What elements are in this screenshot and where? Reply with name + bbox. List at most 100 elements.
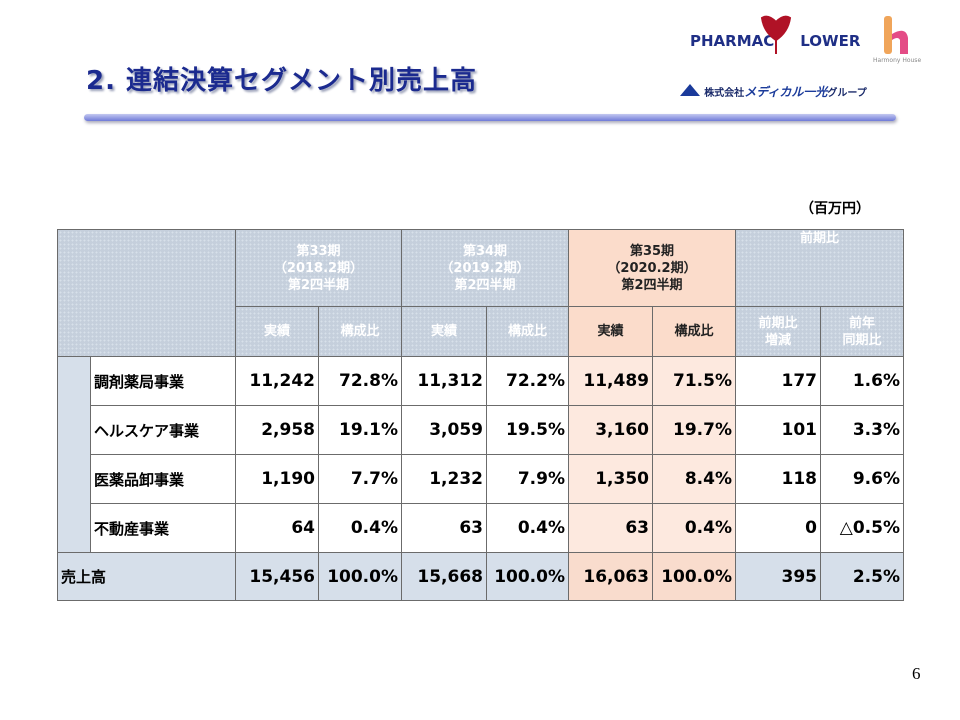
cell: 100.0% — [318, 552, 402, 601]
cell: 177 — [735, 356, 821, 406]
title: 2. 連結決算セグメント別売上高 — [86, 66, 478, 96]
subheader-row: 実績 構成比 実績 構成比 実績 構成比 前期比 増減 前年 同期比 — [58, 306, 904, 357]
cell: 0 — [735, 503, 821, 553]
cell: 2.5% — [820, 552, 904, 601]
cell: 64 — [235, 503, 319, 553]
total-row: 売上高 15,456 100.0% 15,668 100.0% 16,063 100.0% 3… — [57, 552, 904, 601]
header-line: 第2四半期 — [287, 277, 350, 293]
period-header: 第34期 （2019.2期） 第2四半期 — [401, 229, 569, 307]
header-line: 前年 — [848, 315, 875, 331]
data-row: 調剤薬局事業 11,242 72.8% 11,312 72.2% 11,489 71.5% 1… — [57, 356, 904, 553]
unit-label: （百万円） — [800, 201, 870, 217]
subheader: 実績 — [568, 306, 653, 357]
header-line: 構成比 — [674, 324, 714, 339]
subheader: 実績 — [401, 306, 487, 357]
header-line: 構成比 — [340, 324, 380, 339]
row-label: 調剤薬局事業 — [90, 356, 236, 406]
cell: 19.5% — [486, 405, 569, 455]
cell: 7.7% — [318, 454, 402, 504]
subheader: 前期比 増減 — [735, 306, 821, 357]
subheader: 構成比 — [486, 306, 569, 357]
cell: 72.8% — [318, 356, 402, 406]
cell: 19.1% — [318, 405, 402, 455]
cell: 7.9% — [486, 454, 569, 504]
cell: 1.6% — [820, 356, 904, 406]
cell: 11,242 — [235, 356, 319, 406]
header-line: （2020.2期） — [607, 260, 697, 276]
row-label: ヘルスケア事業 — [90, 405, 236, 455]
row-label: 医薬品卸事業 — [90, 454, 236, 504]
header-line: 第2四半期 — [454, 277, 516, 293]
cell: 3,059 — [401, 405, 487, 455]
cell: 11,489 — [568, 356, 653, 406]
cell: 395 — [735, 552, 821, 601]
header-line: 第35期 — [629, 243, 675, 259]
cell: 1,350 — [568, 454, 653, 504]
cell: 100.0% — [486, 552, 569, 601]
cell: 100.0% — [652, 552, 736, 601]
cell: 1,190 — [235, 454, 319, 504]
cell: 0.4% — [652, 503, 736, 553]
cell: 11,312 — [401, 356, 487, 406]
flower-icon — [760, 15, 792, 54]
page-number: 6 — [912, 664, 921, 683]
header-line: 同期比 — [842, 332, 882, 348]
cell: 2,958 — [235, 405, 319, 455]
header-row: 第33期 （2018.2期） 第2四半期 第34期 （2019.2期） 第2四半期 第35期… — [57, 229, 904, 357]
data-row: 不動産事業 64 0.4% 63 0.4% 63 0.4% 0 △0.5% — [58, 503, 904, 553]
cell: 71.5% — [652, 356, 736, 406]
header-line: 第33期 — [296, 243, 341, 259]
header-line: 前期比 — [758, 315, 798, 331]
logo-text: グループ — [827, 88, 867, 99]
comparison-header: 前期比 — [735, 229, 904, 307]
header-line: 第34期 — [462, 243, 508, 259]
cell: 3.3% — [820, 405, 904, 455]
logo-text: PHARMAC — [690, 32, 775, 50]
cell: 118 — [735, 454, 821, 504]
header-line: 実績 — [430, 324, 457, 339]
segment-sales-table: 第33期 （2018.2期） 第2四半期 第34期 （2019.2期） 第2四半期 第35期… — [57, 229, 904, 601]
cell: 8.4% — [652, 454, 736, 504]
title-underline — [84, 114, 896, 121]
period-header: 第33期 （2018.2期） 第2四半期 — [235, 229, 402, 307]
header-line: （2018.2期） — [273, 260, 364, 276]
logo-subtext: Harmony House — [873, 57, 922, 64]
cell: 15,668 — [401, 552, 487, 601]
header-line: 実績 — [597, 324, 624, 339]
cell: 63 — [401, 503, 487, 553]
header-line: 実績 — [263, 324, 290, 339]
cell: 1,232 — [401, 454, 487, 504]
data-row: ヘルスケア事業 2,958 19.1% 3,059 19.5% 3,160 19.7% 101… — [58, 405, 904, 455]
header-line: 構成比 — [507, 324, 547, 339]
cell: △0.5% — [820, 503, 904, 553]
cell: 101 — [735, 405, 821, 455]
logo-text: メディカル一光 — [744, 85, 828, 99]
subheader: 前年 同期比 — [820, 306, 904, 357]
cell: 0.4% — [486, 503, 569, 553]
cell: 9.6% — [820, 454, 904, 504]
logo-medical: 株式会社メディカル一光グループ — [680, 83, 867, 100]
header-line: 増減 — [764, 332, 791, 348]
period-header: 第35期 （2020.2期） 第2四半期 — [568, 229, 736, 307]
logo-pharmacy-flower: PHARMAC LOWER — [690, 32, 860, 50]
logo-text: 株式会社 — [704, 88, 745, 99]
harmony-house-icon — [884, 16, 908, 54]
cell: 15,456 — [235, 552, 319, 601]
side-cell — [57, 356, 91, 553]
cell: 72.2% — [486, 356, 569, 406]
data-row: 医薬品卸事業 1,190 7.7% 1,232 7.9% 1,350 8.4% 118 9.6% — [58, 454, 904, 504]
header-line: （2019.2期） — [440, 260, 530, 276]
cell: 3,160 — [568, 405, 653, 455]
cell: 63 — [568, 503, 653, 553]
header-line: 第2四半期 — [621, 277, 683, 293]
cell: 19.7% — [652, 405, 736, 455]
subheader: 構成比 — [652, 306, 736, 357]
cell: 0.4% — [318, 503, 402, 553]
subheader: 構成比 — [318, 306, 402, 357]
logo-text: LOWER — [800, 32, 861, 50]
subheader: 実績 — [235, 306, 319, 357]
cell: 16,063 — [568, 552, 653, 601]
header-corner — [57, 229, 236, 357]
row-label: 不動産事業 — [90, 503, 236, 553]
